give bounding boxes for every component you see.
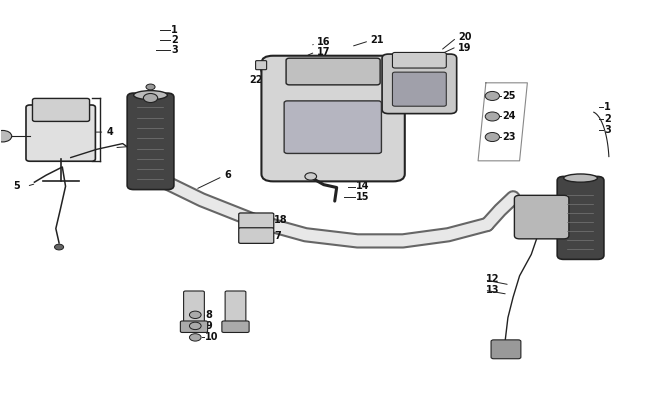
Text: 1: 1 (172, 25, 178, 35)
Text: 23: 23 (502, 132, 515, 142)
FancyBboxPatch shape (183, 291, 204, 324)
Text: 21: 21 (370, 35, 384, 45)
Text: 18: 18 (274, 215, 288, 225)
FancyBboxPatch shape (557, 176, 604, 260)
FancyBboxPatch shape (382, 54, 457, 114)
Circle shape (485, 91, 499, 101)
Text: 22: 22 (249, 75, 263, 84)
Text: 1: 1 (604, 103, 610, 112)
Text: 12: 12 (486, 274, 499, 284)
Circle shape (146, 84, 155, 90)
FancyBboxPatch shape (393, 52, 447, 68)
FancyBboxPatch shape (239, 213, 274, 229)
Text: 11: 11 (134, 140, 147, 150)
Text: 7: 7 (274, 231, 281, 241)
Text: 2: 2 (604, 114, 610, 124)
FancyBboxPatch shape (26, 105, 96, 161)
FancyBboxPatch shape (286, 58, 380, 85)
Text: 20: 20 (458, 32, 471, 42)
FancyBboxPatch shape (261, 56, 405, 181)
Text: 5: 5 (14, 181, 20, 191)
Text: 16: 16 (317, 37, 331, 47)
Circle shape (305, 173, 317, 180)
Text: 13: 13 (486, 285, 499, 295)
FancyBboxPatch shape (393, 72, 447, 106)
Circle shape (55, 244, 64, 250)
Text: 10: 10 (205, 332, 218, 342)
FancyBboxPatch shape (222, 321, 249, 332)
Text: 17: 17 (317, 47, 331, 57)
Circle shape (0, 131, 12, 142)
Text: 25: 25 (502, 91, 515, 101)
Text: 8: 8 (205, 310, 212, 320)
Circle shape (189, 311, 201, 318)
FancyBboxPatch shape (284, 101, 382, 153)
Text: 19: 19 (458, 43, 471, 53)
Text: 9: 9 (205, 321, 212, 331)
FancyBboxPatch shape (255, 61, 266, 70)
FancyBboxPatch shape (491, 340, 521, 359)
FancyBboxPatch shape (514, 195, 569, 239)
FancyBboxPatch shape (127, 93, 174, 190)
Circle shape (189, 322, 201, 330)
FancyBboxPatch shape (239, 228, 274, 243)
Ellipse shape (134, 91, 168, 100)
Circle shape (485, 133, 499, 142)
Circle shape (189, 334, 201, 341)
Text: 4: 4 (107, 127, 113, 137)
Circle shape (144, 94, 158, 103)
Text: 400: 400 (325, 121, 341, 130)
Text: 14: 14 (356, 181, 370, 191)
Text: 24: 24 (502, 112, 515, 122)
Text: 3: 3 (172, 45, 178, 55)
Ellipse shape (564, 174, 597, 182)
Text: 3: 3 (604, 125, 610, 135)
Text: 15: 15 (356, 192, 370, 202)
Text: 6: 6 (224, 170, 231, 180)
FancyBboxPatch shape (225, 291, 246, 324)
FancyBboxPatch shape (180, 321, 207, 332)
Circle shape (485, 112, 499, 121)
Text: 2: 2 (172, 35, 178, 45)
FancyBboxPatch shape (32, 98, 90, 122)
